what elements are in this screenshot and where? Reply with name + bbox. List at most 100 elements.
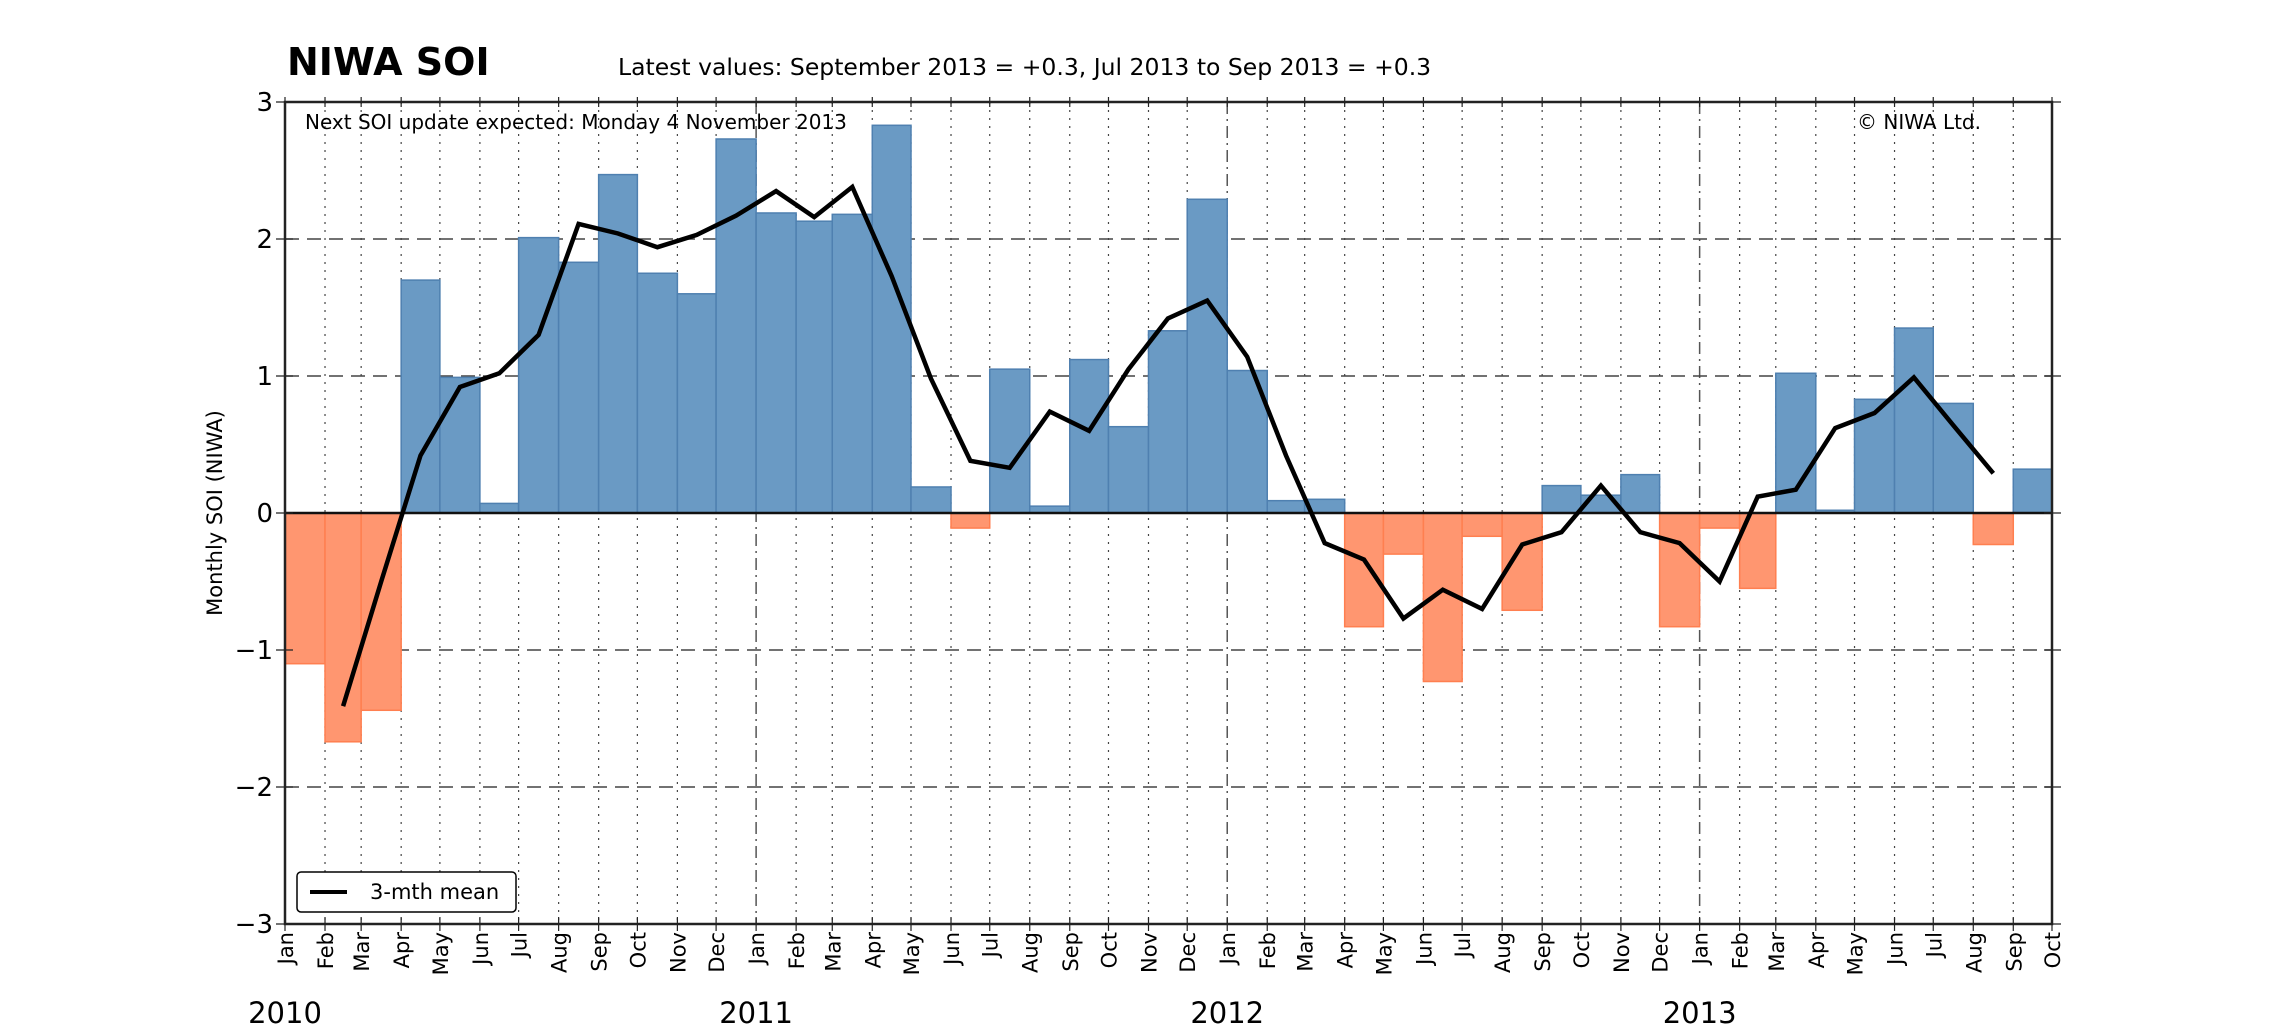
x-tick-label: May (1372, 932, 1396, 975)
legend: 3-mth mean (296, 871, 517, 913)
x-tick-label: Jun (469, 932, 493, 967)
y-tick-label: 2 (256, 225, 273, 255)
x-tick-label: Jan (274, 932, 298, 966)
bar-positive (557, 261, 600, 514)
legend-label: 3-mth mean (370, 880, 499, 904)
x-tick-label: Nov (1610, 932, 1634, 973)
bar-positive (1069, 358, 1110, 514)
bar-negative (1461, 512, 1503, 538)
x-tick-label: Mar (821, 932, 845, 972)
y-tick-label: 1 (256, 362, 273, 392)
bar-positive (831, 213, 874, 514)
legend-box (296, 871, 517, 913)
bar-positive (1186, 198, 1228, 514)
bar-positive (1107, 425, 1150, 514)
bar-negative (950, 512, 991, 529)
x-tick-label: Apr (390, 932, 414, 969)
year-label: 2012 (1190, 996, 1264, 1026)
x-tick-label: Aug (548, 932, 572, 973)
bar-positive (479, 502, 520, 514)
mean-line (340, 183, 1996, 707)
x-tick-label: Sep (2002, 932, 2026, 972)
x-tick-label: Oct (1097, 932, 1121, 968)
y-tick-labels: 3 2 1 0 −1 −2 −3 (235, 88, 273, 940)
x-tick-label: Dec (1649, 932, 1673, 973)
y-tick-label: −1 (235, 636, 273, 666)
year-labels: 2010 2011 2012 2013 (248, 996, 1736, 1026)
x-tick-label: May (900, 932, 924, 975)
x-tick-label: Jul (1451, 932, 1475, 959)
x-tick-label: Aug (1019, 932, 1043, 973)
bar-positive (755, 212, 797, 514)
x-tick-label: Dec (705, 932, 729, 973)
x-tick-label: Apr (1334, 932, 1358, 969)
bar-series (284, 124, 2053, 743)
bar-negative (324, 512, 362, 743)
bar-positive (1932, 402, 1975, 514)
y-axis-label: Monthly SOI (NIWA) (203, 410, 227, 616)
bar-positive (1266, 499, 1306, 514)
bar-positive (988, 368, 1031, 514)
x-tick-label: Jun (1412, 932, 1436, 967)
chart-title: NIWA SOI (287, 40, 490, 84)
x-tick-labels: Jan Feb Mar Apr May Jun Jul Aug Sep Oct Nov Dec Jan F… (274, 932, 2065, 976)
bar-negative (1698, 512, 1741, 529)
x-tick-label: Oct (1570, 932, 1594, 968)
x-tick-label: Apr (861, 932, 885, 969)
bar-positive (439, 376, 481, 514)
x-tick-label: Jun (1884, 932, 1908, 967)
bar-positive (1620, 473, 1661, 514)
y-tick-label: 3 (256, 88, 273, 118)
bar-positive (676, 293, 717, 514)
y-tick-label: −3 (235, 910, 273, 940)
bar-positive (715, 138, 757, 514)
x-tick-label: Jul (979, 932, 1003, 959)
next-update-note: Next SOI update expected: Monday 4 Novem… (305, 110, 847, 134)
axis-ticks (276, 97, 2061, 931)
x-tick-label: Jun (940, 932, 964, 967)
x-tick-label: Oct (2041, 932, 2065, 968)
bar-negative (1972, 512, 2015, 546)
year-label: 2010 (248, 996, 322, 1026)
bar-positive (910, 486, 952, 514)
x-tick-label: Aug (1491, 932, 1515, 973)
x-tick-label: Apr (1805, 932, 1829, 969)
bar-positive (636, 272, 679, 514)
x-tick-label: Jan (745, 932, 769, 966)
x-tick-label: Mar (1765, 932, 1789, 972)
bar-positive (795, 220, 834, 514)
x-tick-label: Jan (1216, 932, 1240, 966)
x-tick-label: Jan (1689, 932, 1713, 966)
bar-positive (1226, 369, 1268, 514)
x-tick-label: Nov (1137, 932, 1161, 973)
x-tick-label: Dec (1176, 932, 1200, 973)
bar-positive (517, 236, 560, 514)
x-tick-label: Feb (314, 932, 338, 969)
x-tick-label: Sep (1531, 932, 1555, 972)
y-tick-label: 0 (256, 499, 273, 529)
x-tick-label: Sep (588, 932, 612, 972)
x-tick-label: Nov (666, 932, 690, 973)
x-tick-label: Aug (1962, 932, 1986, 973)
year-label: 2013 (1663, 996, 1737, 1026)
x-tick-label: Sep (1059, 932, 1083, 972)
x-tick-label: May (429, 932, 453, 975)
x-tick-label: Mar (1294, 932, 1318, 972)
x-tick-label: Feb (1256, 932, 1280, 969)
bar-positive (400, 279, 441, 514)
bar-positive (1893, 327, 1935, 514)
x-tick-label: Mar (350, 932, 374, 972)
mean-line-series (340, 183, 1996, 707)
x-tick-label: Jul (508, 932, 532, 959)
bar-positive (597, 173, 639, 514)
copyright-note: © NIWA Ltd. (1857, 110, 1981, 134)
bar-negative (1382, 512, 1425, 555)
bar-positive (871, 124, 912, 514)
year-label: 2011 (719, 996, 793, 1026)
bar-positive (2012, 468, 2053, 514)
bar-positive (1541, 484, 1582, 514)
x-tick-label: Feb (1729, 932, 1753, 969)
x-tick-label: Oct (626, 932, 650, 968)
bar-positive (1147, 330, 1188, 514)
